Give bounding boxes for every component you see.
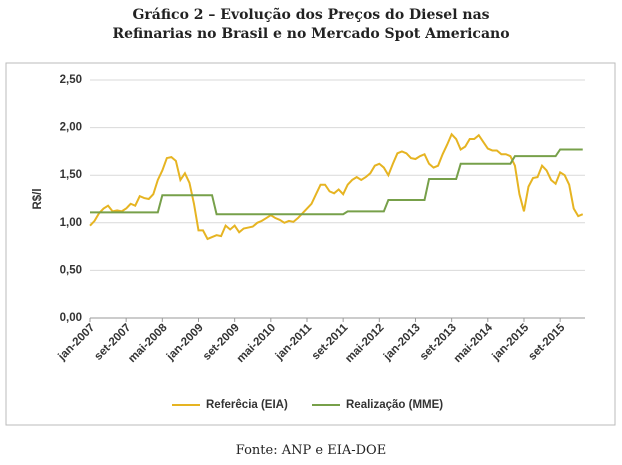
y-axis-label: R$/l bbox=[32, 188, 44, 209]
y-tick-label: 2,00 bbox=[60, 122, 82, 134]
x-tick-label: jan-2009 bbox=[164, 322, 206, 364]
y-tick-label: 0,00 bbox=[60, 312, 82, 324]
x-tick-label: mai-2014 bbox=[452, 321, 496, 365]
chart-frame bbox=[5, 62, 616, 426]
chart-title-box: Gráfico 2 – Evolução dos Preços do Diese… bbox=[0, 6, 622, 44]
chart-title: Gráfico 2 – Evolução dos Preços do Diese… bbox=[112, 7, 510, 42]
source: Fonte: ANP e EIA-DOE bbox=[235, 443, 387, 458]
x-tick-label: mai-2008 bbox=[126, 321, 170, 365]
x-tick-label: set-2015 bbox=[526, 321, 567, 362]
chart: R$/l 0,00 0,50 1,00 1,50 2,00 2,50 jan-2007 set… bbox=[5, 62, 616, 426]
y-tick-label: 0,50 bbox=[60, 264, 82, 276]
x-tick-label: jan-2007 bbox=[56, 322, 98, 364]
y-tick-label: 2,50 bbox=[60, 74, 82, 86]
legend-label: Realização (MME) bbox=[346, 399, 443, 411]
y-tick-label: 1,50 bbox=[60, 169, 82, 181]
legend-label: Referêcia (EIA) bbox=[206, 399, 288, 411]
x-tick-label: jan-2013 bbox=[381, 322, 423, 364]
x-tick-label: mai-2012 bbox=[343, 322, 386, 365]
series-line bbox=[89, 132, 584, 241]
y-tick-label: 1,00 bbox=[60, 217, 82, 229]
series-line bbox=[90, 148, 583, 216]
x-tick-label: jan-2015 bbox=[489, 321, 531, 363]
x-tick-label: jan-2011 bbox=[273, 321, 315, 363]
x-tick-label: mai-2010 bbox=[235, 322, 278, 365]
